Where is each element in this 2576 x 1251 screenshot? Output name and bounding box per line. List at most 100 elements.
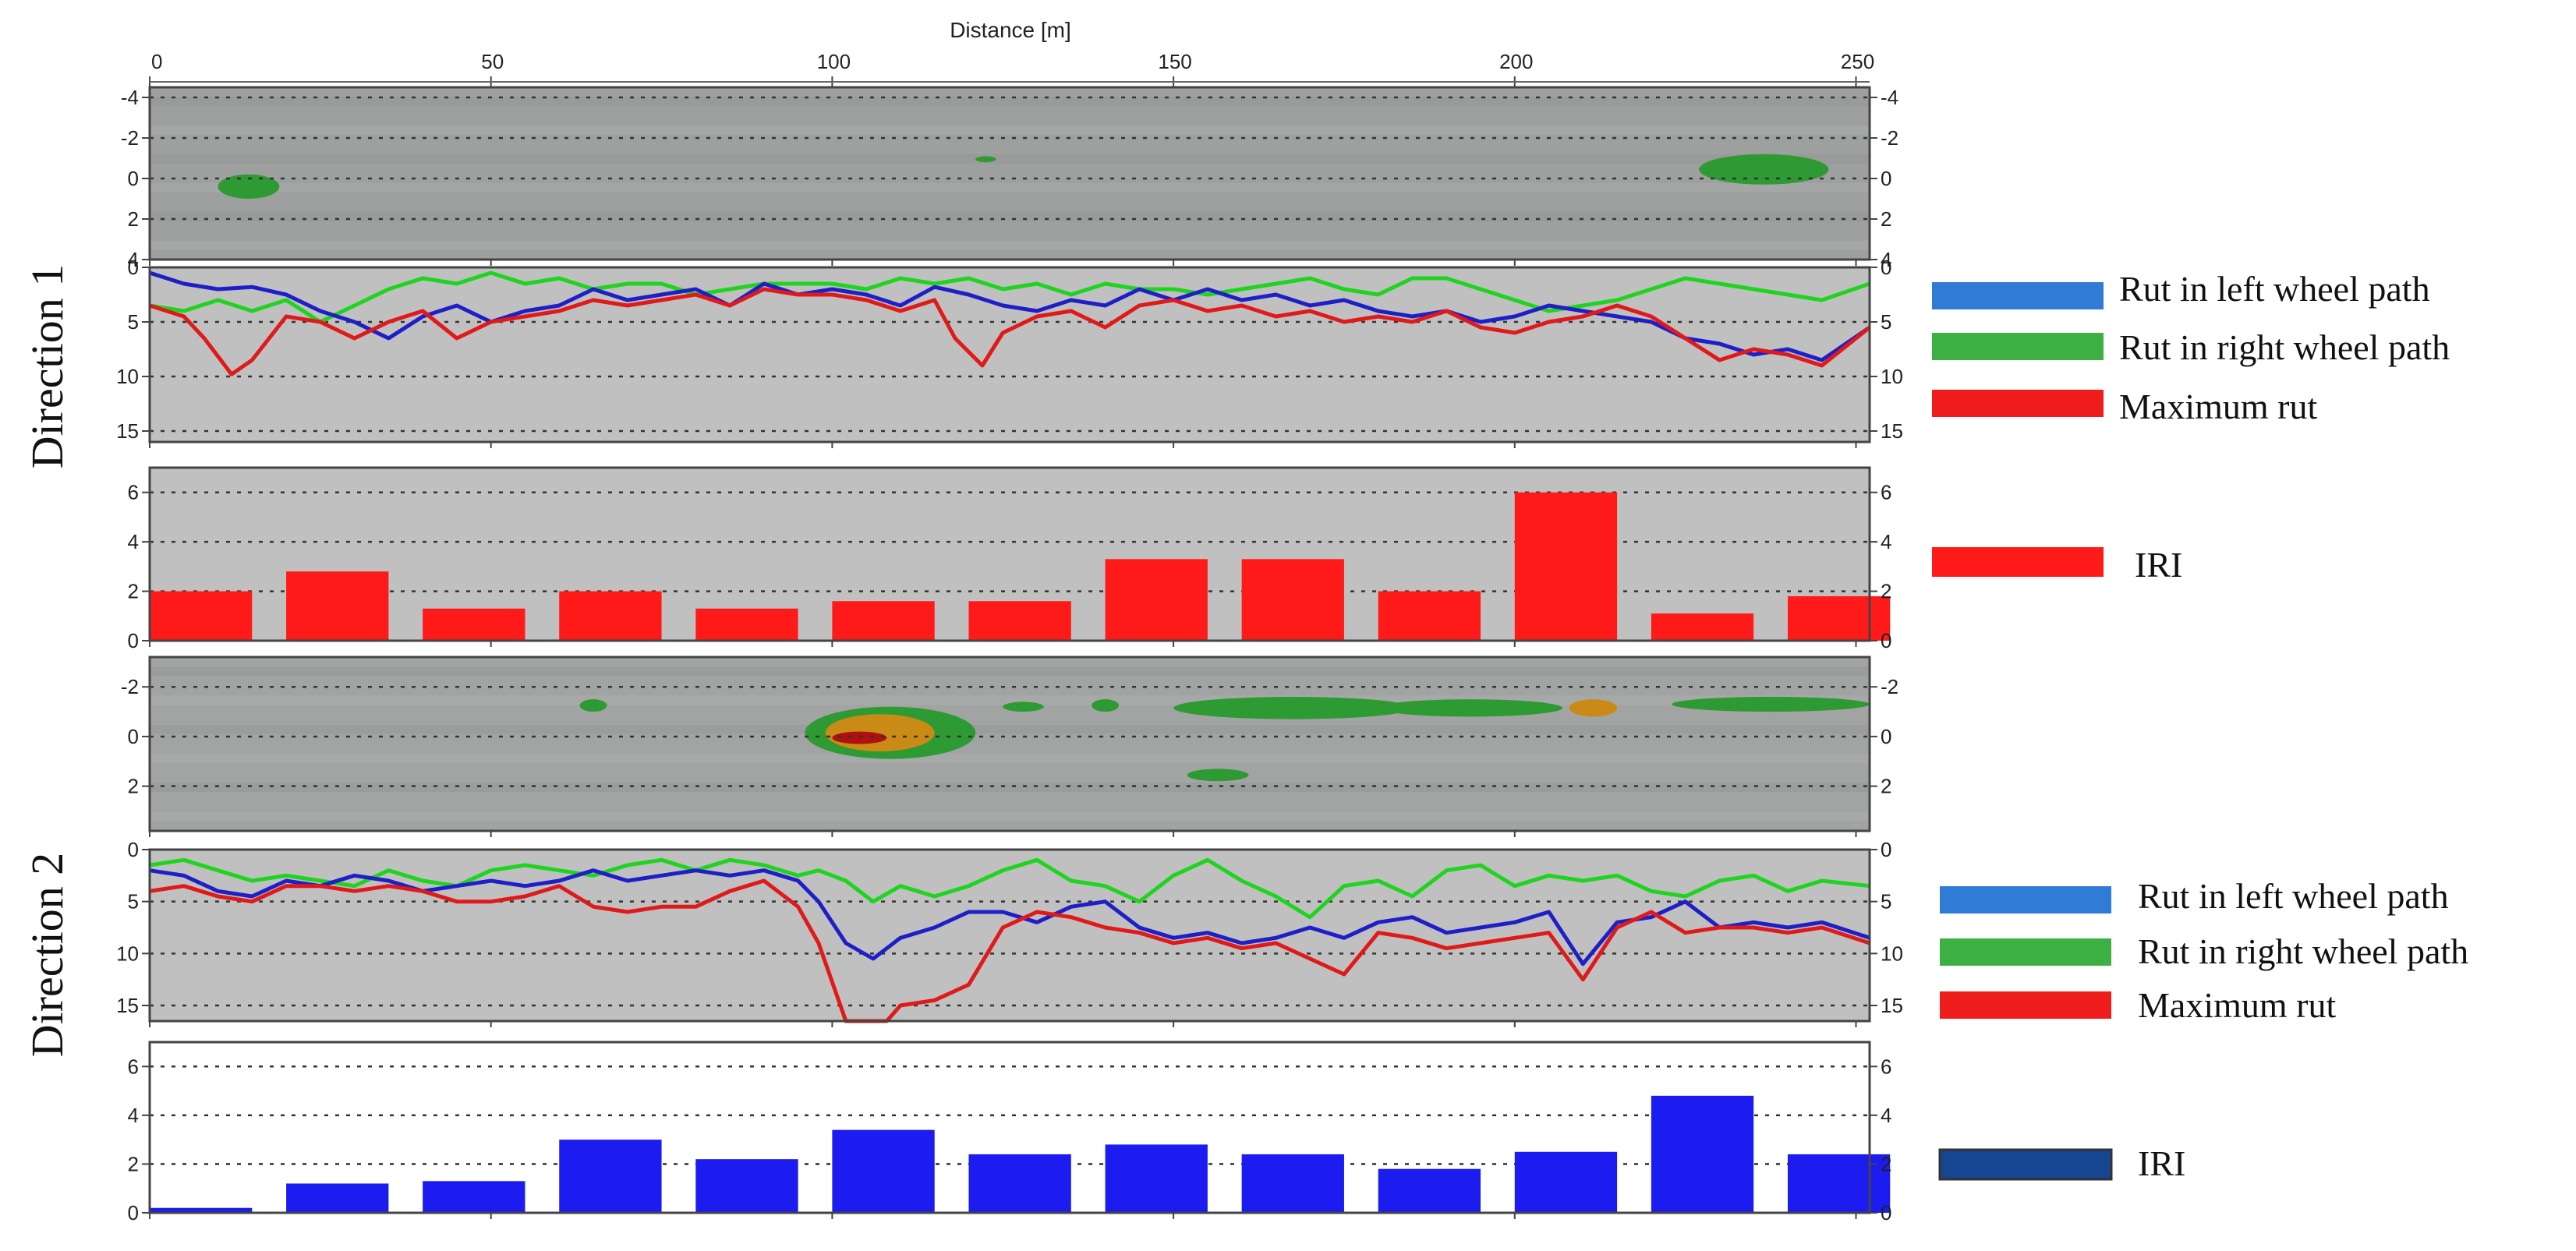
y-tick-label-right: 4 <box>1881 248 1891 271</box>
legend-swatch-left-wheel-2 <box>1940 886 2111 914</box>
y-tick-label-right: 2 <box>1881 1152 1891 1175</box>
legend-label-max-rut-2: Maximum rut <box>2138 985 2336 1025</box>
panel-frame <box>148 466 1871 642</box>
panel-frame <box>148 86 1871 261</box>
series-line-maximum-rut <box>149 878 1870 1023</box>
series-line-rut-in-left-wheel-path <box>149 868 1870 967</box>
y-tick-label-right: -2 <box>1881 675 1898 698</box>
legend-label-right-wheel: Rut in right wheel path <box>2119 327 2450 367</box>
legend-label-iri: IRI <box>2135 545 2182 585</box>
legend-direction-1-iri: IRI <box>1932 545 2182 585</box>
legend-swatch-iri-2 <box>1938 1148 2113 1181</box>
defect-patch <box>1699 154 1829 185</box>
bar <box>150 591 253 641</box>
surface-texture <box>150 97 1870 107</box>
dir2-rut-panel: 0 0 5 5 10 10 15 15 <box>116 838 1903 1027</box>
bar <box>1378 1168 1481 1213</box>
bar <box>1787 1154 1891 1213</box>
surface-texture <box>150 783 1870 793</box>
bar <box>1241 1154 1344 1213</box>
panel-frame <box>148 1041 1871 1214</box>
y-tick-label-right: 5 <box>1881 890 1891 914</box>
y-tick-label-right: 15 <box>1881 994 1903 1017</box>
y-tick-label: 2 <box>128 207 139 231</box>
bar <box>968 1154 1071 1213</box>
legend-label-right-wheel-2: Rut in right wheel path <box>2138 931 2468 971</box>
y-tick-label: 5 <box>128 890 139 914</box>
bar <box>559 591 662 641</box>
y-tick-label-right: 10 <box>1881 942 1903 965</box>
y-tick-label-right: 6 <box>1881 1055 1891 1078</box>
y-tick-label: 4 <box>128 1104 139 1127</box>
surface-texture <box>150 154 1870 164</box>
bar <box>968 601 1071 641</box>
bar <box>832 601 935 641</box>
defect-patch <box>218 174 280 199</box>
y-tick-label: 15 <box>116 419 139 443</box>
top-x-tick-label: 0 <box>151 50 162 73</box>
defect-patch <box>1092 699 1120 712</box>
top-x-tick-label: 250 <box>1841 50 1874 73</box>
legend-label-left-wheel-2: Rut in left wheel path <box>2138 876 2449 916</box>
bar <box>1241 559 1344 641</box>
y-tick-label: 15 <box>116 994 139 1017</box>
defect-patch <box>825 714 935 752</box>
bar <box>695 1159 798 1213</box>
legend-swatch-max-rut <box>1932 390 2104 417</box>
surface-texture <box>150 211 1870 221</box>
y-tick-label: 10 <box>116 942 139 965</box>
legend-label-iri-2: IRI <box>2138 1143 2185 1183</box>
y-tick-label-right: 10 <box>1881 365 1903 388</box>
surface-texture <box>150 754 1870 764</box>
bar <box>423 608 525 641</box>
y-tick-label: 5 <box>128 310 139 334</box>
surface-texture <box>150 724 1870 734</box>
y-tick-label-right: -4 <box>1881 86 1898 109</box>
y-tick-label: 0 <box>128 838 139 861</box>
y-tick-label-right: 4 <box>1881 530 1891 553</box>
dir1-iri-panel: 0 0 2 2 4 4 6 6 <box>128 466 1891 652</box>
legend-swatch-right-wheel <box>1932 333 2104 360</box>
direction-2-label: Direction 2 <box>22 853 73 1058</box>
dir1-surface-panel: -4 -4 -2 -2 0 0 2 2 4 4 <box>121 86 1898 271</box>
y-tick-label-right: 15 <box>1881 419 1903 443</box>
surface-texture <box>150 125 1870 136</box>
bar <box>286 571 389 641</box>
y-tick-label: 2 <box>128 1152 139 1175</box>
legend-label-left-wheel: Rut in left wheel path <box>2119 269 2430 309</box>
y-tick-label: 2 <box>128 580 139 603</box>
y-tick-label-right: 0 <box>1881 167 1891 190</box>
y-tick-label: 10 <box>116 365 139 388</box>
bar <box>1514 492 1618 641</box>
legend-swatch-iri <box>1932 547 2104 577</box>
bar <box>1514 1151 1618 1213</box>
legend-swatch-max-rut-2 <box>1940 991 2111 1019</box>
surface-texture <box>150 240 1870 250</box>
surface-image <box>150 657 1870 831</box>
y-tick-label: 6 <box>128 1055 139 1078</box>
y-tick-label-right: 6 <box>1881 481 1891 504</box>
panel-frame <box>148 656 1871 832</box>
surface-texture <box>150 182 1870 193</box>
legend-direction-1-rut: Rut in left wheel path Rut in right whee… <box>1932 269 2450 426</box>
y-tick-label: 0 <box>128 256 139 279</box>
legend-direction-2-rut: Rut in left wheel path Rut in right whee… <box>1940 876 2468 1025</box>
y-tick-label-right: 0 <box>1881 629 1891 652</box>
dir1-rut-panel: 0 0 5 5 10 10 15 15 <box>116 256 1903 448</box>
bar <box>559 1140 662 1213</box>
surface-image <box>150 87 1870 260</box>
y-tick-label: 0 <box>128 167 139 190</box>
bar <box>695 608 798 641</box>
y-tick-label: 6 <box>128 481 139 504</box>
bar <box>1787 595 1891 641</box>
y-tick-label-right: -2 <box>1881 126 1898 150</box>
bar <box>150 1207 253 1213</box>
legend-label-max-rut: Maximum rut <box>2119 387 2317 426</box>
defect-patch <box>975 156 996 163</box>
y-tick-label: -2 <box>121 675 139 698</box>
x-axis-title: Distance [m] <box>950 18 1071 42</box>
y-tick-label-right: 5 <box>1881 310 1891 334</box>
bar <box>1378 591 1481 641</box>
